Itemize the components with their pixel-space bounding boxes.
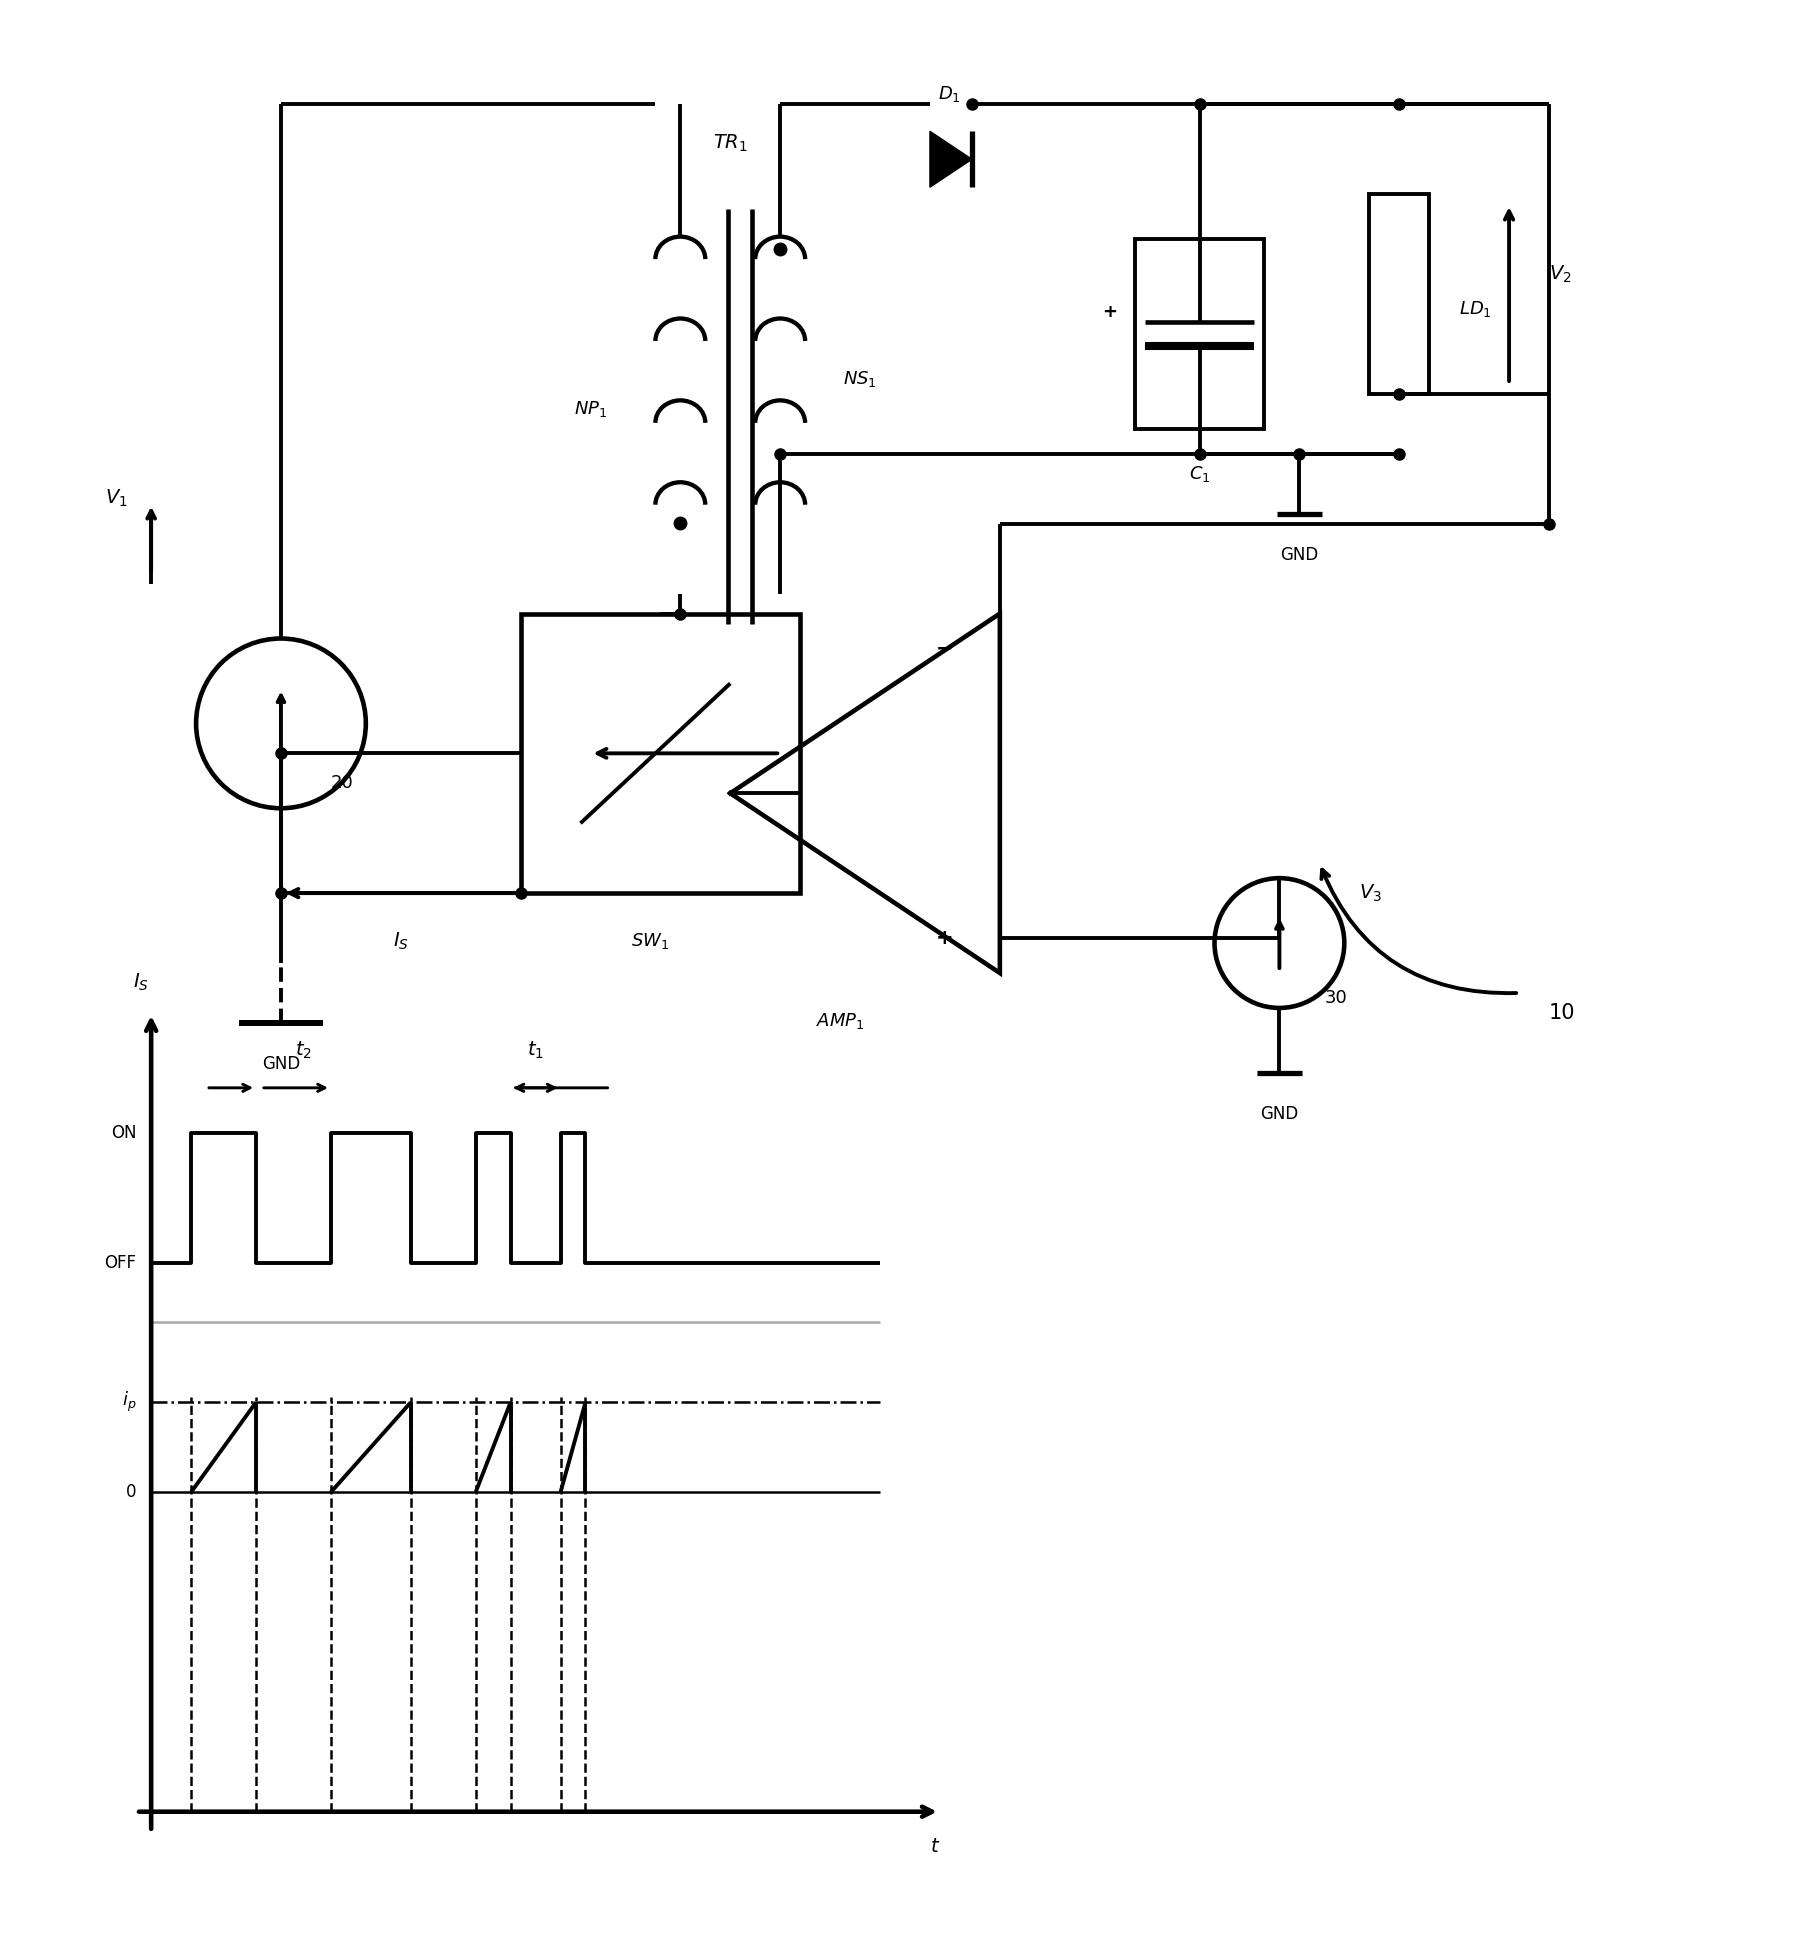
Text: $NP_1$: $NP_1$ (574, 398, 607, 420)
Text: $V_3$: $V_3$ (1359, 882, 1382, 903)
Text: $i_p$: $i_p$ (122, 1391, 137, 1415)
Text: $NS_1$: $NS_1$ (842, 369, 877, 389)
Text: GND: GND (261, 1055, 301, 1073)
Text: $D_1$: $D_1$ (938, 84, 961, 105)
Text: 20: 20 (331, 775, 353, 793)
Text: $V_2$: $V_2$ (1550, 264, 1571, 286)
Text: $LD_1$: $LD_1$ (1460, 299, 1492, 319)
Text: $AMP_1$: $AMP_1$ (815, 1010, 864, 1032)
Text: $C_1$: $C_1$ (1188, 464, 1210, 484)
Text: 30: 30 (1325, 989, 1346, 1006)
Text: OFF: OFF (104, 1253, 137, 1271)
Text: $SW_1$: $SW_1$ (632, 931, 670, 950)
Text: $t_1$: $t_1$ (527, 1040, 544, 1061)
Polygon shape (931, 132, 972, 187)
Text: t: t (931, 1838, 940, 1856)
Text: +: + (1102, 303, 1118, 321)
Text: $I_S$: $I_S$ (133, 972, 149, 993)
Text: ON: ON (110, 1123, 137, 1142)
Bar (520, 614, 801, 894)
Text: −: − (936, 639, 954, 659)
Text: GND: GND (1260, 1106, 1298, 1123)
Bar (1134, 239, 1264, 429)
Text: $I_S$: $I_S$ (392, 931, 409, 952)
Text: 10: 10 (1550, 1003, 1575, 1022)
Bar (1370, 194, 1429, 394)
Text: GND: GND (1280, 546, 1319, 563)
Text: +: + (936, 929, 954, 948)
Text: $V_1$: $V_1$ (104, 488, 128, 509)
Text: $t_2$: $t_2$ (295, 1040, 311, 1061)
Text: $TR_1$: $TR_1$ (713, 132, 747, 153)
Text: 0: 0 (126, 1483, 137, 1502)
